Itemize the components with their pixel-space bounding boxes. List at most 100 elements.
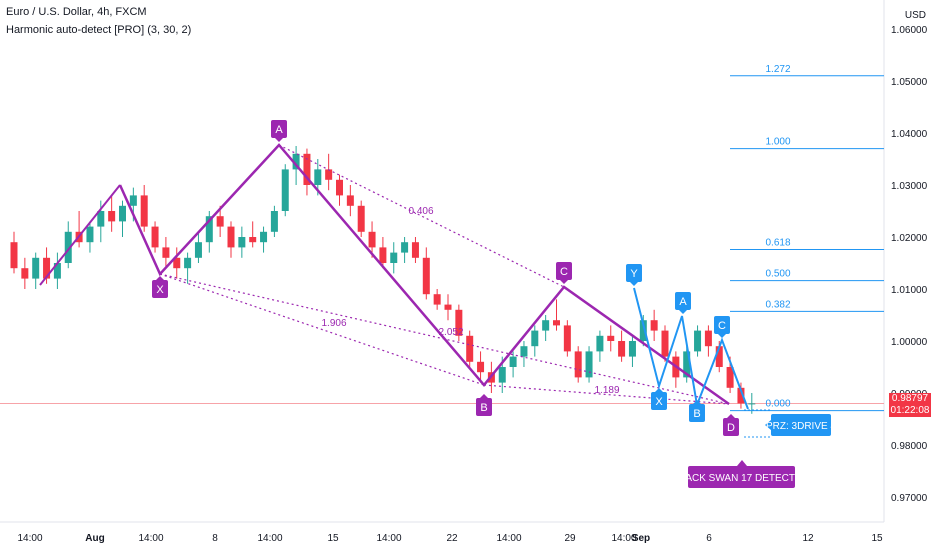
point-label: A [679, 296, 687, 308]
point-marker [271, 120, 287, 138]
point-marker-pointer [560, 280, 568, 284]
candle-body [683, 351, 691, 378]
candle-body [509, 356, 517, 367]
symbol-legend[interactable]: Euro / U.S. Dollar, 4h, FXCM [6, 6, 147, 18]
candle-body [596, 335, 604, 352]
point-marker-pointer [693, 400, 701, 404]
x-tick-label: 14:00 [257, 533, 282, 544]
x-tick-label: 8 [212, 533, 218, 544]
candle-body [520, 346, 528, 357]
candle-body [422, 257, 430, 295]
x-tick-label: 29 [564, 533, 576, 544]
x-tick-label: 15 [871, 533, 883, 544]
candle-body [618, 341, 626, 357]
candle-body [368, 231, 376, 248]
y-tick-label: 1.02000 [891, 233, 928, 244]
candle-body [455, 309, 463, 336]
point-marker-pointer [718, 334, 726, 338]
y-tick-label: 1.01000 [891, 285, 928, 296]
candle-body [216, 216, 224, 227]
bd-ratio-line [483, 384, 730, 405]
candle-body [151, 226, 159, 248]
point-marker [152, 280, 168, 298]
candle-body [119, 205, 126, 222]
ratio-label: 2.052 [438, 327, 463, 338]
candle-body [249, 237, 257, 243]
x-tick-label: Aug [85, 533, 104, 544]
candle-body [477, 361, 485, 373]
candle-body [574, 351, 582, 378]
candle-body [227, 226, 235, 248]
point-marker [675, 292, 691, 310]
fib-level-label: 0.382 [765, 299, 790, 310]
candle-body [140, 195, 148, 227]
candle-body [238, 237, 246, 248]
x-tick-label: 6 [706, 533, 712, 544]
point-marker-pointer [630, 282, 638, 286]
x-tick-label: Sep [632, 533, 650, 544]
indicator-legend[interactable]: Harmonic auto-detect [PRO] (3, 30, 2) [6, 24, 192, 36]
y-tick-label: 0.97000 [891, 493, 928, 504]
point-label: C [560, 266, 568, 278]
x-tick-label: 12 [802, 533, 814, 544]
black-swan-pattern-line [118, 143, 730, 406]
point-marker [723, 418, 739, 436]
candle-body [325, 169, 333, 180]
prz-label: PRZ: 3DRIVE 4 [766, 421, 836, 432]
countdown-tag: 01:22:08 [889, 405, 931, 417]
candle-body [281, 169, 289, 211]
candle-body [553, 320, 560, 326]
candle-body [704, 330, 712, 347]
x-tick-label: 14:00 [376, 533, 401, 544]
candle-body [194, 242, 202, 258]
fib-level-label: 0.618 [765, 237, 790, 248]
candle-body [270, 211, 278, 232]
point-marker [714, 316, 730, 334]
candle-body [64, 231, 72, 263]
candle-body [607, 335, 615, 341]
x-tick-label: 14:00 [17, 533, 42, 544]
ratio-label: 1.189 [594, 385, 619, 396]
candle-body [390, 252, 398, 263]
candle-body [173, 257, 181, 269]
x-tick-label: 15 [327, 533, 339, 544]
prior-leg [39, 184, 121, 286]
3drive-pattern-line [633, 287, 749, 410]
prz-box [771, 414, 831, 436]
point-marker [556, 262, 572, 280]
y-tick-label: 0.98000 [891, 441, 928, 452]
candle-body [260, 231, 268, 243]
candle-body [444, 304, 452, 310]
ratio-label: 0.406 [408, 206, 433, 217]
candle-body [32, 257, 40, 279]
candle-body [694, 330, 702, 352]
candle-body [97, 211, 105, 227]
detected-box [688, 466, 795, 488]
point-label: X [655, 396, 663, 408]
last-price-tag: 0.98797 [889, 393, 931, 405]
y-tick-label: 1.03000 [891, 181, 928, 192]
candle-body [10, 242, 18, 269]
candle-body [715, 346, 723, 367]
candle-body [292, 153, 300, 170]
candle-body [21, 268, 29, 279]
candle-body [357, 205, 365, 232]
candle-body [108, 211, 116, 222]
y-tick-label: 1.00000 [891, 337, 928, 348]
point-label: B [693, 408, 700, 420]
candle-body [628, 341, 636, 357]
point-marker-pointer [655, 388, 663, 392]
detected-box-pointer [737, 460, 747, 466]
point-label: D [727, 422, 735, 434]
candle-body [162, 247, 170, 258]
candle-body [498, 367, 506, 383]
candle-body [314, 169, 322, 185]
candle-body [184, 257, 192, 269]
fib-level-label: 0.500 [765, 269, 790, 280]
candle-body [43, 257, 51, 279]
candle-body [542, 320, 550, 331]
candle-body [303, 153, 311, 185]
candle-body [346, 195, 354, 206]
